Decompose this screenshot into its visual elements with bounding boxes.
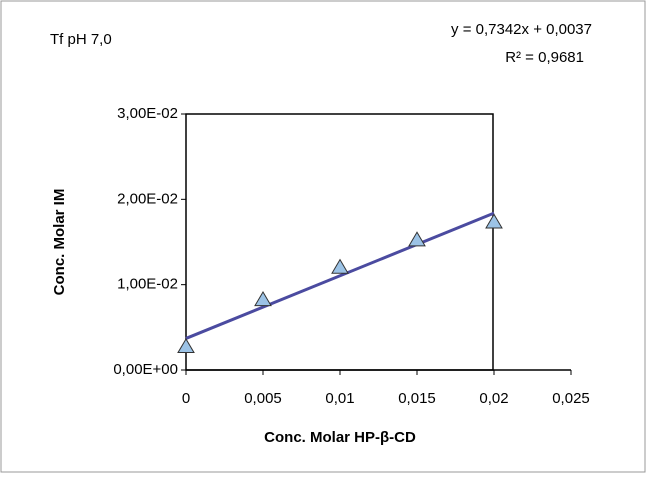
y-tick-label: 2,00E-02: [117, 190, 178, 207]
x-tick-label: 0,005: [244, 390, 282, 407]
chart-title: Tf pH 7,0: [50, 31, 112, 48]
marker: [177, 337, 195, 354]
x-tick-label: 0,015: [398, 390, 436, 407]
trend-r2: R² = 0,9681: [505, 49, 584, 66]
y-tick-label: 0,00E+00: [113, 361, 178, 378]
marker: [408, 231, 426, 247]
x-tick-label: 0: [182, 390, 190, 407]
marker: [485, 213, 503, 229]
trendline: [185, 211, 495, 340]
marker: [254, 291, 272, 307]
x-axis-title: Conc. Molar HP-β-CD: [264, 429, 416, 446]
trend-equation: y = 0,7342x + 0,0037: [451, 21, 592, 38]
y-tick-label: 3,00E-02: [117, 105, 178, 122]
x-tick-label: 0,01: [325, 390, 354, 407]
x-tick-label: 0,025: [552, 390, 590, 407]
marker: [331, 258, 349, 274]
y-axis-title: Conc. Molar IM: [51, 189, 68, 296]
y-tick-label: 1,00E-02: [117, 276, 178, 293]
x-tick-label: 0,02: [479, 390, 508, 407]
